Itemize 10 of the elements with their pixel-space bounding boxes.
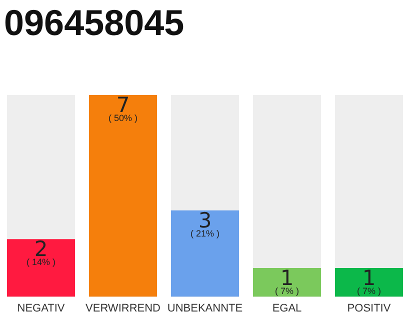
x-tick-label: EGAL <box>272 302 302 314</box>
x-tick-label: NEGATIV <box>17 302 66 314</box>
annotation: ( 7% ) <box>274 286 300 296</box>
x-tick-label: POSITIV <box>347 302 392 314</box>
x-tick-label: VERWIRREND <box>86 302 161 314</box>
chart-title: 096458045 <box>4 2 184 44</box>
x-tick-label: UNBEKANNTE <box>167 302 243 314</box>
annotation: ( 7% ) <box>356 286 382 296</box>
annotation: ( 21% ) <box>190 228 220 238</box>
annotation: ( 50% ) <box>108 112 138 123</box>
